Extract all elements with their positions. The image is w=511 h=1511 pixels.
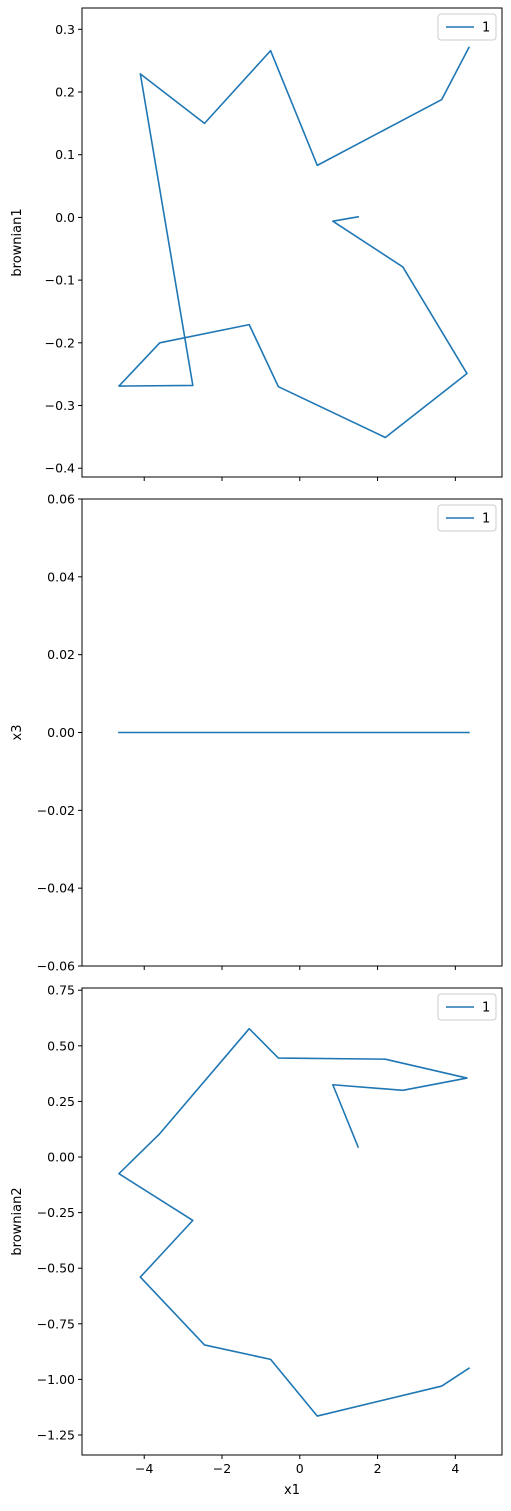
y-tick-label: −0.50 — [37, 1261, 75, 1276]
series-line-3-1 — [118, 1027, 471, 1417]
y-tick-label: −0.06 — [37, 959, 75, 974]
y-tick-label: 0.3 — [55, 22, 75, 37]
y-tick-label: 0.06 — [47, 492, 75, 507]
y-axis-label: brownian1 — [10, 208, 25, 276]
y-tick-label: −0.4 — [45, 461, 75, 476]
subplot-1: −0.4 −0.3 −0.2 −0.1 0.0 0.1 0.2 0.3 brownian1 1 — [10, 7, 503, 481]
y-tick-label: 0.75 — [47, 983, 75, 998]
y-tick-label: 0.1 — [55, 147, 75, 162]
y-tick-label: −0.75 — [37, 1316, 75, 1331]
legend: 1 — [437, 993, 497, 1021]
y-axis-label: x3 — [10, 725, 25, 741]
y-tick-label: −0.02 — [37, 803, 75, 818]
x-tick-label: 4 — [451, 1461, 459, 1476]
y-tick-label: 0.04 — [47, 569, 75, 584]
y-tick-label: 0.50 — [47, 1038, 75, 1053]
y-axis-label: brownian2 — [10, 1187, 25, 1255]
subplot-3: −1.25 −1.00 −0.75 −0.50 −0.25 0.00 0.25 0.50 0.7… — [10, 983, 503, 1498]
axes-frame — [81, 7, 503, 478]
subplot-2: −0.06 −0.04 −0.02 0.00 0.02 0.04 0.06 x3 1 — [10, 492, 503, 974]
legend: 1 — [437, 504, 497, 532]
y-tick-label: 0.0 — [55, 210, 75, 225]
x-tick-label: −2 — [213, 1461, 231, 1476]
axes-frame — [81, 987, 503, 1456]
y-tick-label: −0.3 — [45, 398, 75, 413]
legend-label: 1 — [482, 512, 490, 527]
y-tick-label: 0.25 — [47, 1094, 75, 1109]
y-tick-label: −1.00 — [37, 1372, 75, 1387]
x-tick-label: 0 — [296, 1461, 304, 1476]
legend-label: 1 — [482, 1001, 490, 1016]
y-tick-label: −0.04 — [37, 881, 75, 896]
legend: 1 — [437, 13, 497, 41]
y-tick-label: 0.02 — [47, 647, 75, 662]
y-tick-label: 0.2 — [55, 85, 75, 100]
y-tick-label: −0.1 — [45, 273, 75, 288]
y-tick-label: 0.00 — [47, 725, 75, 740]
y-tick-label: −1.25 — [37, 1427, 75, 1442]
y-tick-label: 0.00 — [47, 1150, 75, 1165]
x-tick-label: −4 — [135, 1461, 153, 1476]
legend-label: 1 — [482, 21, 490, 36]
y-tick-label: −0.2 — [45, 335, 75, 350]
series-line-1-1 — [118, 46, 471, 439]
x-axis-label: x1 — [284, 1483, 300, 1498]
y-tick-label: −0.25 — [37, 1205, 75, 1220]
x-tick-label: 2 — [374, 1461, 382, 1476]
